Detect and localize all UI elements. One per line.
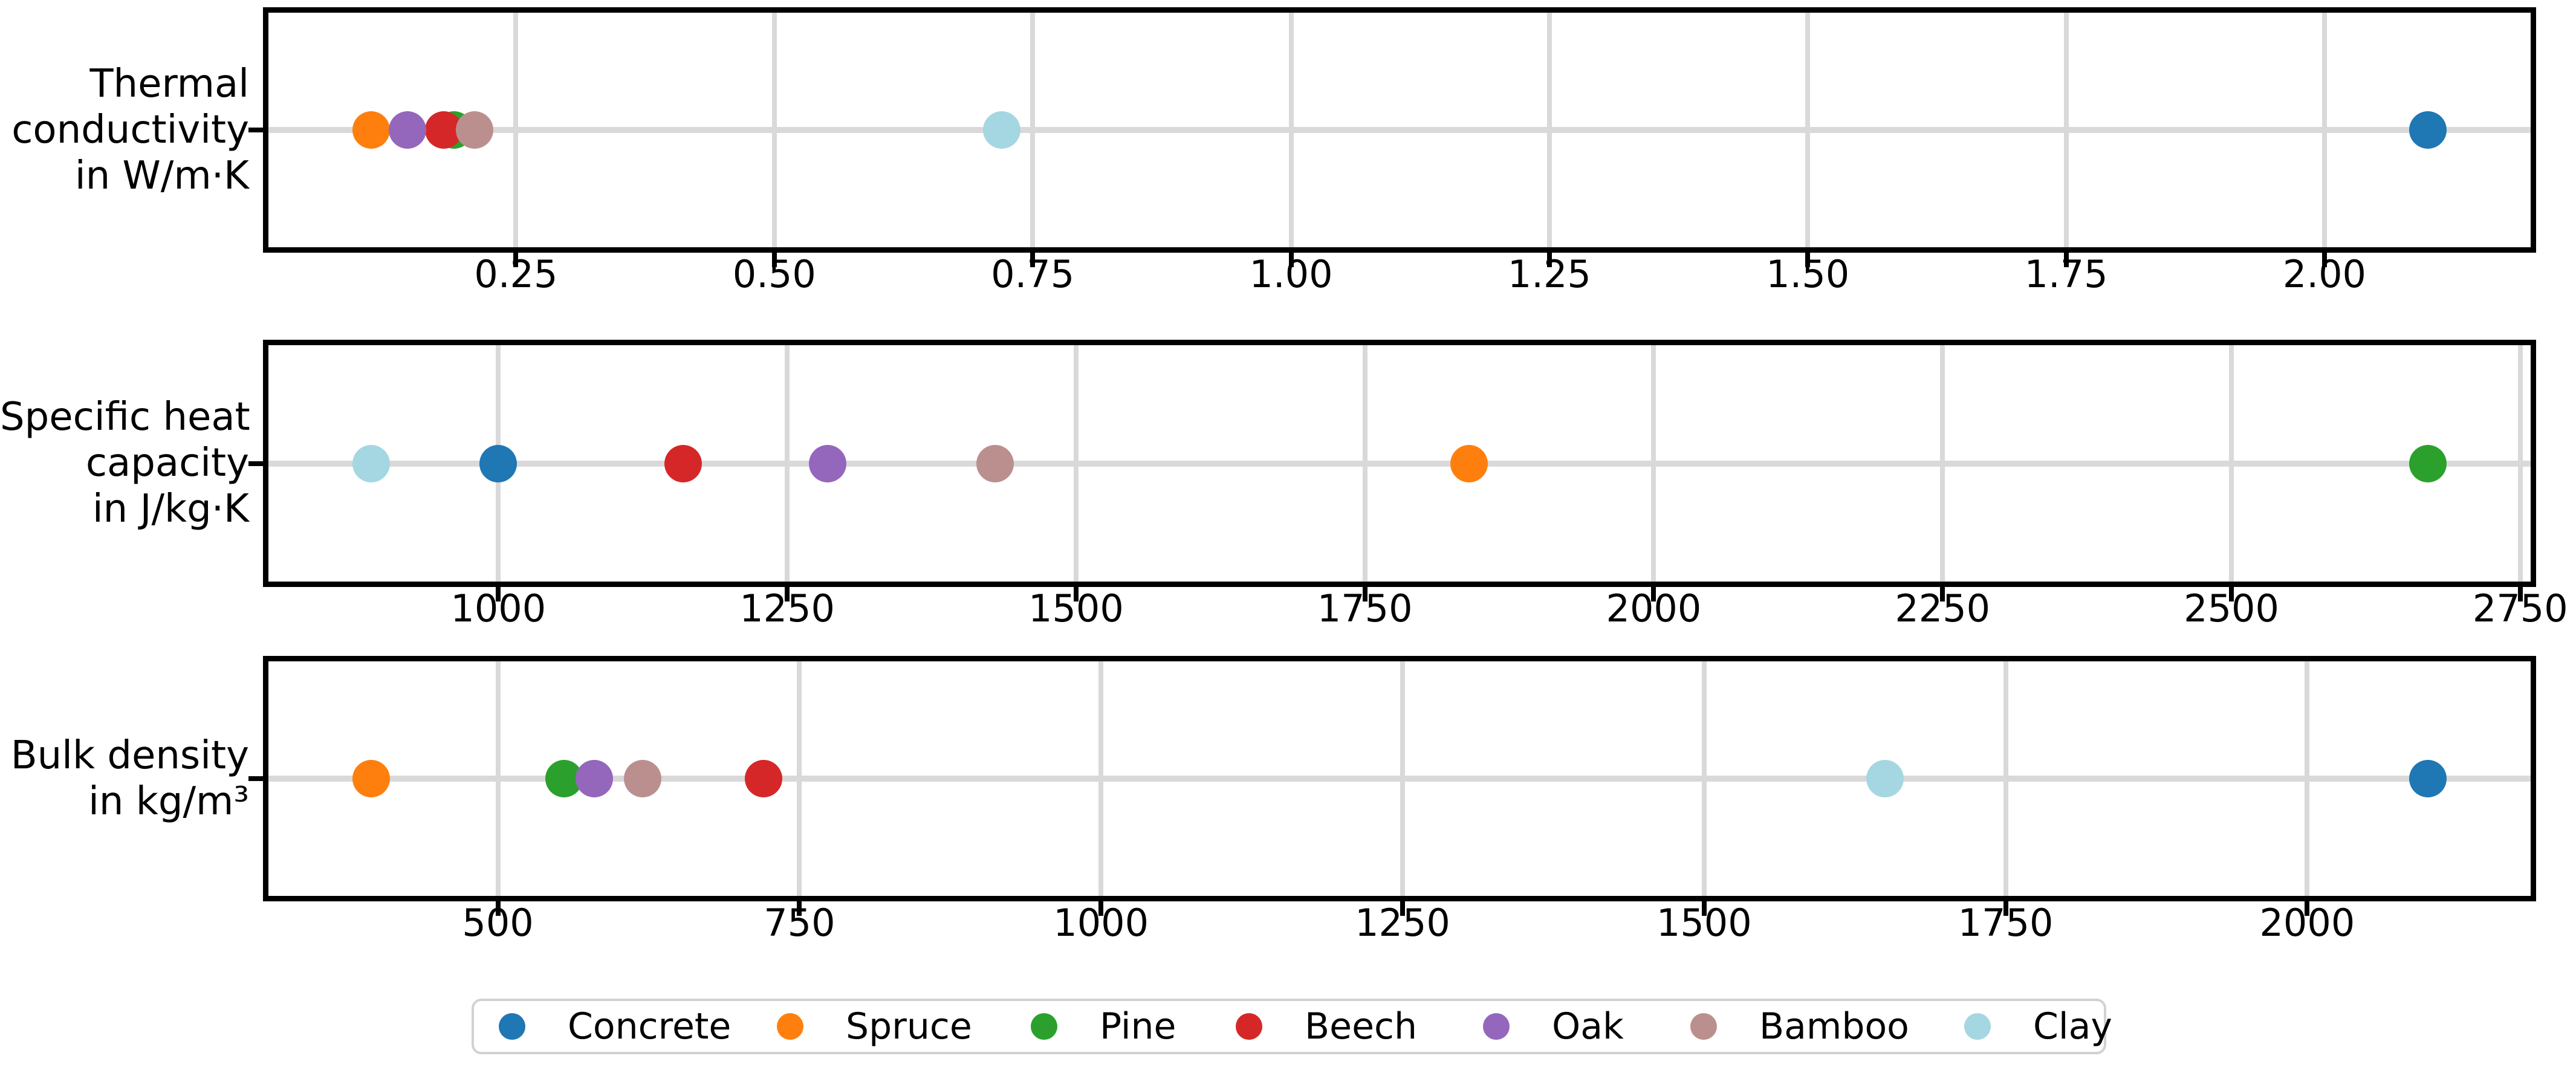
legend-item-label: Concrete: [568, 1005, 732, 1048]
legend-marker-bamboo: [1690, 1013, 1717, 1040]
x-tick-label: 2000: [1606, 586, 1702, 631]
x-tick-mark: [1288, 253, 1294, 267]
x-tick-label: 750: [764, 901, 835, 945]
axis-label-line: in kg/m³: [88, 779, 249, 824]
x-tick-mark: [2229, 587, 2234, 601]
x-tick-mark: [1546, 253, 1552, 267]
legend-marker-clay: [1964, 1013, 1991, 1040]
legend-marker-oak: [1483, 1013, 1510, 1040]
data-point-bamboo: [976, 444, 1014, 482]
axis-label-line: Bulk density: [10, 733, 249, 778]
axis-label-line: conductivity: [11, 108, 249, 152]
x-tick-mark: [797, 901, 802, 916]
legend-marker-spruce: [777, 1013, 803, 1040]
thermal-conductivity-axis-label: Thermal conductivity in W/m·K: [0, 61, 249, 199]
axis-label-line: Specific heat: [0, 395, 250, 439]
axis-label-line: in W/m·K: [74, 154, 249, 198]
data-point-spruce: [352, 111, 391, 149]
x-tick-label: 500: [462, 901, 534, 945]
data-point-bamboo: [624, 760, 661, 797]
horizontal-gridline: [268, 776, 2531, 782]
x-tick-mark: [771, 253, 777, 267]
x-tick-label: 1.25: [1507, 252, 1591, 296]
x-tick-mark: [495, 901, 501, 916]
data-point-clay: [1866, 760, 1904, 797]
x-tick-label: 1750: [1958, 901, 2054, 945]
x-tick-label: 2750: [2472, 586, 2568, 631]
legend-item-label: Pine: [1100, 1005, 1176, 1048]
y-tick-mark: [248, 461, 263, 466]
x-tick-mark: [1098, 901, 1104, 916]
data-point-oak: [388, 111, 426, 149]
x-tick-mark: [1073, 587, 1079, 601]
horizontal-gridline: [268, 460, 2531, 467]
axis-label-line: in J/kg·K: [92, 487, 249, 531]
x-tick-mark: [496, 587, 501, 601]
x-tick-mark: [2305, 901, 2310, 916]
legend-marker-pine: [1031, 1013, 1057, 1040]
x-tick-label: 1500: [1028, 586, 1124, 631]
legend-marker-beech: [1236, 1013, 1262, 1040]
x-tick-mark: [785, 587, 790, 601]
x-tick-label: 0.50: [732, 252, 816, 296]
x-tick-mark: [2321, 253, 2327, 267]
x-tick-mark: [1701, 901, 1707, 916]
data-point-clay: [982, 111, 1020, 149]
axis-label-line: Thermal: [89, 62, 249, 106]
bulk-density-axis-label: Bulk density in kg/m³: [0, 733, 249, 825]
x-tick-label: 1000: [1053, 901, 1149, 945]
x-tick-label: 0.75: [991, 252, 1075, 296]
data-point-concrete: [2409, 111, 2447, 149]
legend-item-label: Clay: [2033, 1005, 2112, 1048]
x-tick-mark: [2063, 253, 2069, 267]
y-tick-mark: [248, 128, 263, 132]
legend-box: [472, 999, 2106, 1054]
axis-label-line: capacity: [85, 441, 249, 485]
x-tick-mark: [1940, 587, 1945, 601]
legend-marker-concrete: [499, 1013, 525, 1040]
x-tick-label: 1000: [450, 586, 547, 631]
x-tick-label: 1.75: [2024, 252, 2108, 296]
data-point-oak: [576, 760, 614, 797]
x-tick-label: 1.50: [1766, 252, 1850, 296]
legend-item-label: Beech: [1305, 1005, 1418, 1048]
x-tick-label: 1500: [1656, 901, 1752, 945]
x-tick-label: 1250: [739, 586, 835, 631]
data-point-bamboo: [456, 111, 494, 149]
data-point-beech: [664, 444, 702, 482]
x-tick-mark: [2517, 587, 2523, 601]
horizontal-gridline: [268, 127, 2531, 133]
y-tick-mark: [248, 776, 263, 781]
x-tick-mark: [2003, 901, 2008, 916]
data-point-spruce: [352, 760, 391, 797]
x-tick-label: 1750: [1317, 586, 1413, 631]
x-tick-label: 2.00: [2282, 252, 2366, 296]
x-tick-mark: [1651, 587, 1656, 601]
x-tick-label: 0.25: [474, 252, 558, 296]
x-tick-mark: [1805, 253, 1811, 267]
x-tick-mark: [1400, 901, 1405, 916]
data-point-pine: [2409, 444, 2447, 482]
data-point-beech: [744, 760, 782, 797]
data-point-clay: [352, 444, 391, 482]
x-tick-mark: [1030, 253, 1036, 267]
legend-item-label: Spruce: [846, 1005, 972, 1048]
data-point-oak: [808, 444, 846, 482]
x-tick-label: 2000: [2259, 901, 2355, 945]
x-tick-mark: [513, 253, 519, 267]
x-tick-mark: [1362, 587, 1367, 601]
x-tick-label: 1.00: [1249, 252, 1333, 296]
x-tick-label: 1250: [1355, 901, 1450, 945]
x-tick-label: 2500: [2184, 586, 2279, 631]
data-point-concrete: [479, 444, 517, 482]
legend-item-label: Bamboo: [1759, 1005, 1909, 1048]
x-tick-label: 2250: [1895, 586, 1991, 631]
data-point-spruce: [1450, 444, 1488, 482]
legend-item-label: Oak: [1552, 1005, 1624, 1048]
data-point-concrete: [2409, 760, 2447, 797]
specific-heat-capacity-axis-label: Specific heat capacity in J/kg·K: [0, 394, 250, 532]
